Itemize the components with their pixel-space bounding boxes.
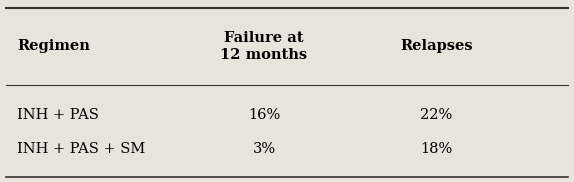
Text: 3%: 3% [253, 142, 276, 156]
Text: Regimen: Regimen [17, 39, 90, 53]
Text: 16%: 16% [248, 108, 280, 122]
Text: 18%: 18% [420, 142, 452, 156]
Text: Relapses: Relapses [400, 39, 472, 53]
Text: INH + PAS + SM: INH + PAS + SM [17, 142, 145, 156]
Text: INH + PAS: INH + PAS [17, 108, 99, 122]
Text: Failure at
12 months: Failure at 12 months [220, 31, 308, 62]
Text: 22%: 22% [420, 108, 452, 122]
